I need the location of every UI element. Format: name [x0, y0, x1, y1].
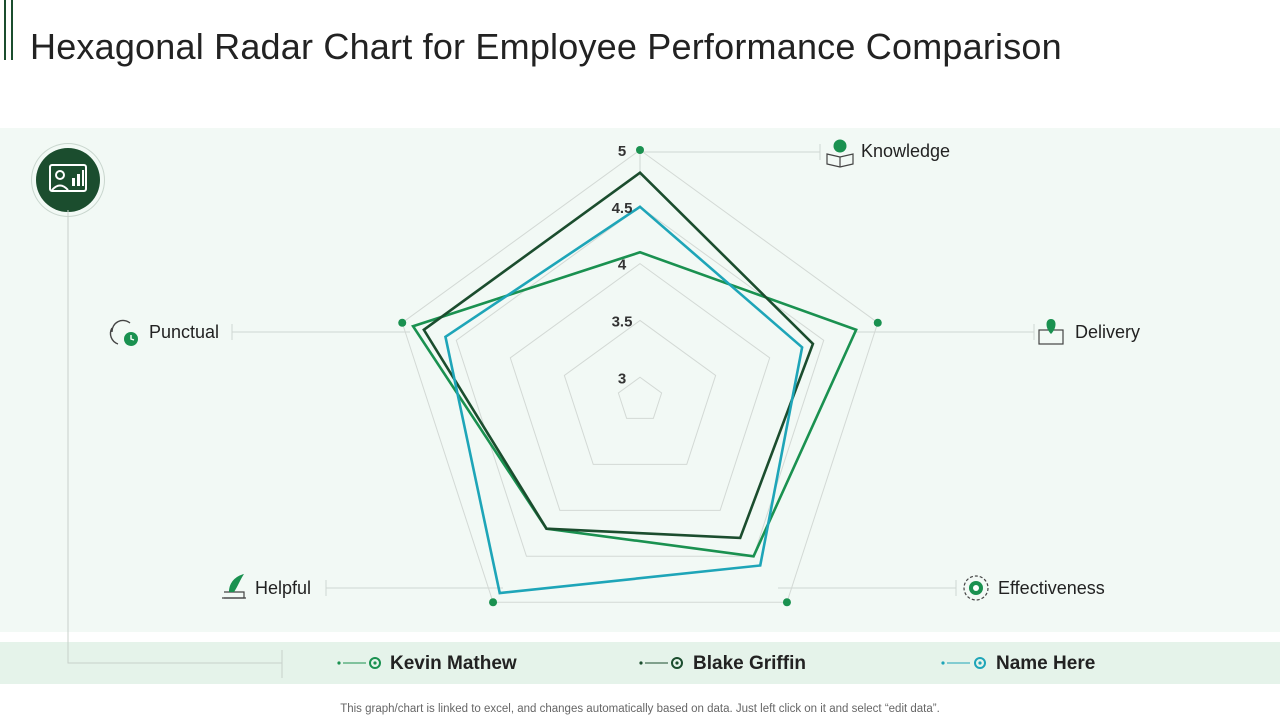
- legend-item-blake-griffin: Blake Griffin: [693, 652, 806, 676]
- axis-dot: [489, 598, 498, 607]
- tick-label: 4: [618, 257, 627, 274]
- series-line-blake-griffin: [422, 171, 815, 540]
- tick-label: 5: [618, 143, 626, 160]
- axis-label-delivery: Delivery: [1075, 322, 1141, 342]
- page-title: Hexagonal Radar Chart for Employee Perfo…: [30, 26, 1062, 67]
- axis-dot: [398, 318, 407, 327]
- legend-marker-blake-griffin: [639, 657, 683, 669]
- legend-marker-name-here: [941, 657, 986, 669]
- axis-dots: [398, 146, 882, 607]
- axis-dot: [873, 318, 882, 327]
- tick-label: 3.5: [612, 313, 633, 330]
- title-accent-bar: [4, 0, 14, 60]
- legend-label: Kevin Mathew: [390, 653, 517, 674]
- helping-hand-icon: [222, 574, 246, 599]
- axis-label-knowledge: Knowledge: [861, 141, 951, 161]
- radar-grid: [401, 149, 879, 603]
- axis-dot: [782, 598, 791, 607]
- axis-label-helpful: Helpful: [255, 578, 312, 598]
- book-brain-icon: [826, 139, 854, 168]
- axis-label-effectiveness: Effectiveness: [998, 578, 1105, 598]
- legend-item-kevin-mathew: Kevin Mathew: [390, 652, 517, 676]
- grid-ring: [455, 206, 825, 557]
- radial-tick-labels: 3 3.5 4 4.5 5: [612, 143, 633, 387]
- grid-ring: [509, 263, 771, 511]
- grid-ring: [563, 319, 717, 465]
- tick-label: 3: [618, 370, 626, 387]
- series-line-name-here: [444, 205, 804, 595]
- connector-lines: [67, 144, 1035, 678]
- chart-panel: [0, 128, 1280, 632]
- presentation-person-icon: [36, 148, 100, 212]
- gear-target-icon: [963, 575, 989, 601]
- legend-item-name-here: Name Here: [996, 652, 1095, 676]
- axis-label-punctual: Punctual: [149, 322, 220, 342]
- grid-ring: [401, 149, 879, 603]
- footnote: This graph/chart is linked to excel, and…: [340, 703, 940, 715]
- grid-ring: [617, 376, 663, 419]
- legend-label: Name Here: [996, 653, 1096, 674]
- axis-dot: [636, 146, 644, 154]
- tick-label: 4.5: [612, 200, 633, 217]
- legend-marker-kevin-mathew: [337, 657, 381, 669]
- radar-series: [411, 171, 858, 595]
- location-box-icon: [1038, 319, 1064, 345]
- legend-label: Blake Griffin: [693, 653, 806, 674]
- series-line-kevin-mathew: [411, 250, 858, 558]
- clock-cycle-icon: [109, 319, 138, 346]
